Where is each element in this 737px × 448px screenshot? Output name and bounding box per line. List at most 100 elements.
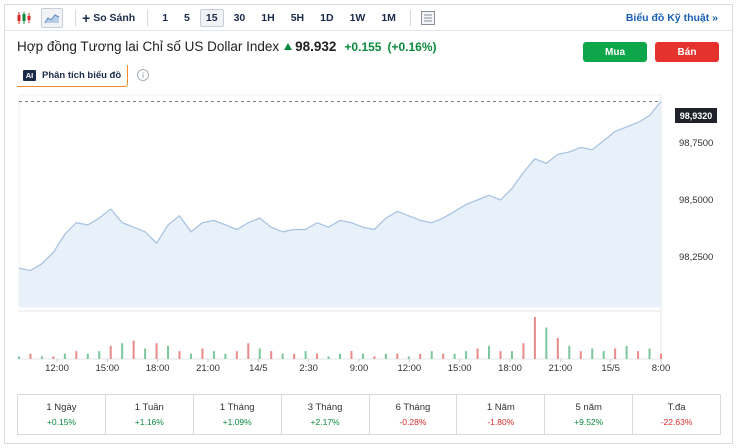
- performance-value: -0.28%: [399, 417, 427, 427]
- volume-bar: [121, 343, 124, 359]
- timeframe-button-5[interactable]: 5: [184, 11, 190, 24]
- x-tick-label: 9:00: [350, 363, 369, 374]
- performance-cell[interactable]: 5 năm +9.52%: [545, 395, 634, 434]
- performance-cell[interactable]: 6 Tháng -0.28%: [370, 395, 458, 434]
- performance-period: 1 Ngày: [46, 402, 77, 413]
- price-chart[interactable]: Investing.com98,750098,500098,250012:001…: [5, 89, 732, 394]
- performance-cell[interactable]: 3 Tháng +2.17%: [282, 395, 370, 434]
- toolbar-divider: [147, 9, 149, 26]
- volume-bar: [545, 327, 548, 359]
- technical-chart-link[interactable]: Biểu đồ Kỹ thuật »: [625, 12, 718, 24]
- compare-label: So Sánh: [93, 11, 136, 24]
- performance-cell[interactable]: 1 Ngày +0.15%: [18, 395, 106, 434]
- volume-bar: [40, 356, 43, 359]
- performance-period: 1 Tháng: [219, 402, 255, 413]
- volume-bar: [52, 356, 55, 359]
- volume-bar: [258, 348, 261, 359]
- timeframe-button-1h[interactable]: 1H: [261, 11, 275, 24]
- performance-value: +9.52%: [574, 417, 604, 427]
- timeframe-button-1[interactable]: 1: [162, 11, 169, 24]
- volume-bar: [407, 356, 410, 359]
- x-tick-label: 18:00: [146, 363, 170, 374]
- timeframe-button-5h[interactable]: 5H: [290, 11, 305, 24]
- volume-bar: [247, 343, 250, 359]
- volume-bar: [167, 345, 170, 359]
- volume-bar: [648, 348, 651, 359]
- y-tick-label: 98,2500: [679, 252, 713, 263]
- volume-bar: [602, 351, 605, 359]
- volume-bar: [510, 351, 513, 359]
- volume-bar: [522, 343, 525, 359]
- volume-bar: [361, 353, 364, 359]
- performance-period: 1 Năm: [486, 402, 515, 413]
- volume-bar: [556, 338, 559, 359]
- buy-button[interactable]: Mua: [583, 42, 647, 62]
- x-tick-label: 21:00: [196, 363, 220, 374]
- volume-bar: [293, 353, 296, 359]
- volume-bar: [373, 356, 376, 359]
- chart-widget: + So Sánh 1 5 15 30 1H 5H 1D 1W 1M Biểu đồ Kỹ th…: [4, 4, 733, 444]
- performance-value: -1.80%: [487, 417, 515, 427]
- price-up-arrow-icon: [284, 43, 293, 50]
- volume-bar: [18, 356, 20, 359]
- volume-bar: [224, 353, 227, 359]
- compare-button[interactable]: + So Sánh: [82, 10, 135, 26]
- volume-bar: [270, 351, 273, 359]
- volume-bar: [453, 353, 456, 359]
- performance-period: 6 Tháng: [395, 402, 431, 413]
- candlestick-icon[interactable]: [13, 8, 35, 28]
- volume-bar: [316, 353, 319, 359]
- performance-value: +1.09%: [222, 417, 252, 427]
- performance-period: 5 năm: [575, 402, 602, 413]
- volume-bar: [419, 353, 422, 359]
- volume-bar: [396, 353, 399, 359]
- chart-analysis-button[interactable]: AI Phân tích biểu đồ: [17, 65, 129, 87]
- volume-bar: [201, 348, 204, 359]
- x-tick-label: 2:30: [299, 363, 318, 374]
- x-tick-label: 18:00: [498, 363, 522, 374]
- performance-period: 1 Tuần: [134, 402, 164, 413]
- performance-period: T.đa: [667, 402, 686, 413]
- performance-value: +1.16%: [134, 417, 164, 427]
- timeframe-button-30[interactable]: 30: [233, 11, 246, 24]
- area-chart-icon[interactable]: [41, 7, 63, 28]
- volume-bar: [178, 351, 181, 359]
- x-tick-label: 15/5: [601, 363, 620, 374]
- volume-bar: [304, 351, 307, 359]
- timeframe-group: 1 5 15 30 1H 5H 1D 1W 1M: [154, 8, 404, 27]
- volume-bar: [144, 348, 147, 359]
- volume-bar: [476, 348, 479, 359]
- volume-bar: [625, 345, 628, 359]
- timeframe-button-1w[interactable]: 1W: [349, 11, 366, 24]
- volume-bar: [132, 340, 135, 359]
- volume-bar: [384, 353, 387, 359]
- ai-badge-icon: AI: [23, 70, 36, 81]
- chart-toolbar: + So Sánh 1 5 15 30 1H 5H 1D 1W 1M Biểu đồ Kỹ th…: [5, 5, 732, 31]
- timeframe-button-15[interactable]: 15: [199, 8, 224, 27]
- volume-bar: [591, 348, 594, 359]
- volume-bar: [533, 317, 536, 359]
- volume-bar: [579, 351, 582, 359]
- x-tick-label: 8:00: [652, 363, 671, 374]
- info-icon[interactable]: i: [137, 69, 149, 81]
- volume-bar: [488, 345, 491, 359]
- performance-cell[interactable]: 1 Năm -1.80%: [457, 395, 546, 434]
- performance-cell[interactable]: 1 Tuần +1.16%: [106, 395, 194, 434]
- performance-cell[interactable]: 1 Tháng +1.09%: [194, 395, 282, 434]
- sell-button[interactable]: Bán: [655, 42, 719, 62]
- timeframe-button-1m[interactable]: 1M: [381, 11, 396, 24]
- volume-bar: [86, 353, 89, 359]
- x-tick-label: 14/5: [249, 363, 268, 374]
- volume-bar: [212, 351, 215, 359]
- toolbar-divider: [409, 9, 411, 26]
- current-price-tag: 98,9320: [675, 108, 717, 123]
- performance-cell[interactable]: T.đa -22.63%: [633, 395, 720, 434]
- volume-bar: [29, 353, 32, 359]
- volume-bar: [327, 356, 330, 359]
- volume-bar: [155, 343, 158, 359]
- volume-bar: [75, 351, 78, 359]
- timeframe-button-1d[interactable]: 1D: [320, 11, 334, 24]
- table-view-icon[interactable]: [417, 8, 439, 28]
- instrument-title: Hợp đồng Tương lai Chỉ số US Dollar Inde…: [17, 39, 280, 54]
- volume-bar: [281, 353, 284, 359]
